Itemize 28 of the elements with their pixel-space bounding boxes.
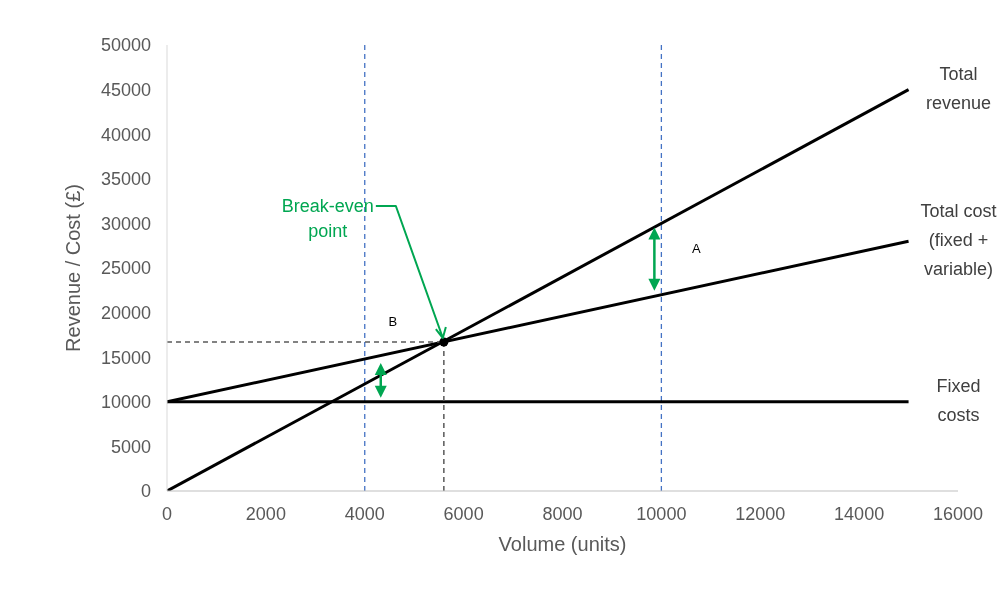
- y-tick-label: 30000: [100, 213, 151, 234]
- x-tick-label: 10000: [636, 503, 687, 524]
- annotation: Break-even point: [281, 196, 374, 242]
- y-tick-label: 40000: [100, 124, 151, 145]
- y-tick-label: 5000: [110, 436, 151, 457]
- y-tick-label: 15000: [100, 347, 151, 368]
- annotation: B: [388, 314, 398, 330]
- y-tick-label: 25000: [100, 258, 151, 279]
- y-tick-label: 35000: [100, 169, 151, 190]
- annotation: A: [692, 240, 702, 256]
- series-label: Total cost (fixed + variable): [920, 200, 997, 279]
- x-tick-label: 0: [161, 503, 173, 524]
- x-tick-label: 2000: [245, 503, 286, 524]
- x-axis-title: Volume (units): [498, 533, 627, 555]
- y-axis-title: Revenue / Cost (£): [62, 184, 85, 352]
- y-tick-label: 45000: [100, 79, 151, 100]
- y-tick-label: 50000: [100, 35, 151, 56]
- x-tick-label: 8000: [542, 503, 583, 524]
- series-label: Total revenue: [926, 63, 992, 113]
- y-tick-label: 10000: [100, 392, 151, 413]
- x-tick-label: 6000: [443, 503, 484, 524]
- x-tick-label: 16000: [932, 503, 984, 524]
- x-tick-label: 4000: [344, 503, 385, 524]
- series-label: Fixed costs: [936, 376, 981, 426]
- x-tick-label: 12000: [735, 503, 786, 524]
- x-tick-label: 14000: [834, 503, 885, 524]
- y-tick-label: 20000: [100, 302, 151, 323]
- y-tick-label: 0: [140, 481, 151, 502]
